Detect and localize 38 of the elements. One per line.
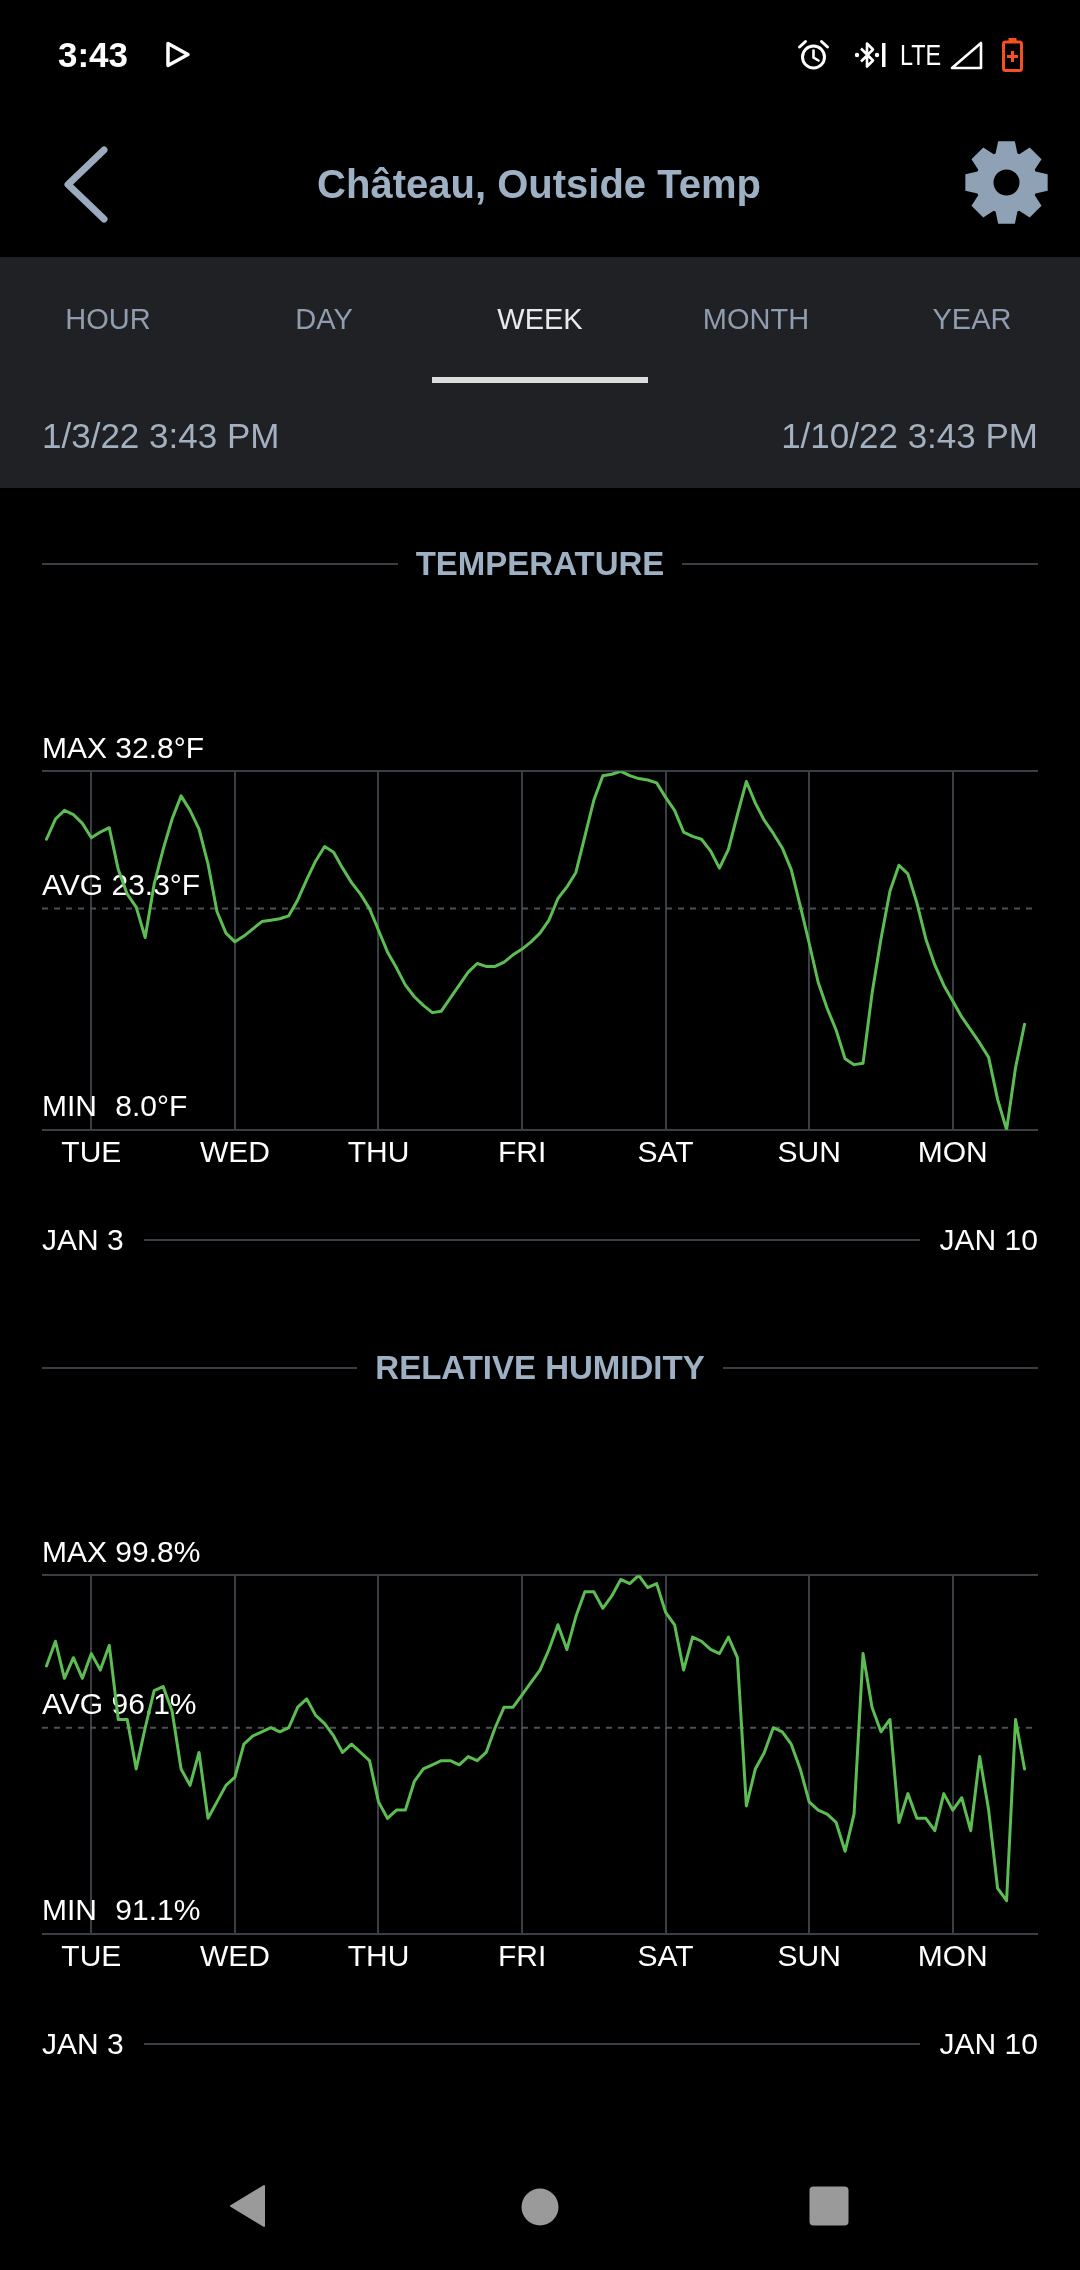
- text: HOUR: [65, 303, 151, 336]
- x-tick-label: TUE: [61, 1938, 122, 1972]
- text: JAN 10: [939, 1222, 1038, 1257]
- y-tick-label: 8.0°F: [115, 1088, 188, 1122]
- x-tick-label: FRI: [497, 1134, 547, 1168]
- x-tick-label: TUE: [61, 1134, 122, 1168]
- x-tick-label: SAT: [637, 1938, 694, 1972]
- text: Château, Outside Temp: [317, 161, 761, 207]
- x-tick-label: THU: [347, 1938, 410, 1972]
- x-tick-label: MON: [917, 1938, 988, 1972]
- annotation: MIN: [42, 1892, 97, 1926]
- text: 1/10/22 3:43 PM: [781, 416, 1038, 456]
- y-tick-label: 91.1%: [115, 1892, 201, 1926]
- text: YEAR: [932, 303, 1012, 336]
- text: MAX: [42, 730, 108, 764]
- text: DAY: [295, 303, 353, 336]
- x-tick-label: SUN: [777, 1938, 841, 1972]
- x-tick-label: THU: [347, 1134, 410, 1168]
- text: JAN 10: [939, 2026, 1038, 2061]
- x-tick-label: MON: [917, 1134, 988, 1168]
- x-tick-label: WED: [199, 1938, 270, 1972]
- x-tick-label: FRI: [497, 1938, 547, 1972]
- y-tick-label: 32.8°F: [115, 730, 205, 764]
- text: MONTH: [702, 303, 810, 336]
- text: WEEK: [497, 303, 583, 336]
- text: JAN 3: [42, 1222, 124, 1257]
- text: 3:43: [58, 35, 129, 75]
- x-tick-label: SUN: [777, 1134, 841, 1168]
- x-tick-label: SAT: [637, 1134, 694, 1168]
- chart-title: RELATIVE HUMIDITY: [375, 1349, 705, 1386]
- text: MAX: [42, 1534, 108, 1568]
- text: 1/3/22 3:43 PM: [42, 416, 280, 456]
- y-tick-label: 99.8%: [115, 1534, 201, 1568]
- text: LTE: [900, 38, 942, 72]
- x-tick-label: WED: [199, 1134, 270, 1168]
- annotation: MIN: [42, 1088, 97, 1122]
- text: JAN 3: [42, 2026, 124, 2061]
- chart-title: TEMPERATURE: [415, 545, 665, 582]
